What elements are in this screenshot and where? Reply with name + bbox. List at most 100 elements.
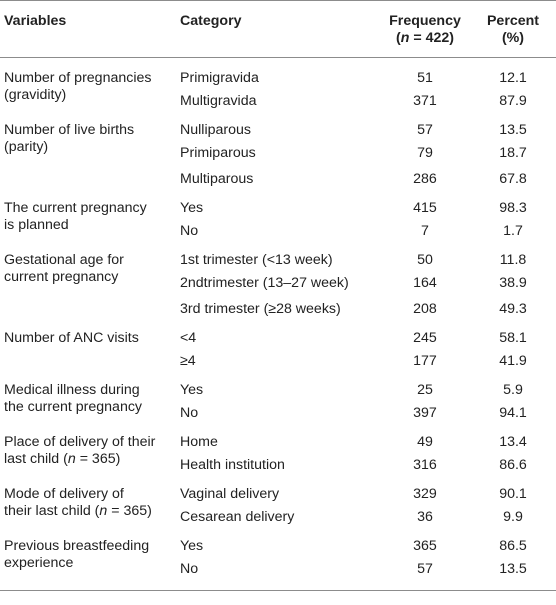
- frequency-cell: 51: [417, 70, 433, 86]
- category-cell: 1st trimester (<13 week): [180, 252, 333, 268]
- header-category: Category: [180, 13, 242, 29]
- table-row: Number of live births (parity) Nulliparou…: [0, 116, 556, 155]
- variable-line1: Medical illness during: [4, 382, 140, 398]
- variable-cell: Medical illness during the current pregna…: [0, 376, 180, 428]
- category-cell: Yes: [180, 200, 204, 216]
- frequency-cell: 286: [413, 171, 437, 187]
- frequency-cell: 329: [413, 486, 437, 502]
- percent-cell: 13.4: [499, 434, 527, 450]
- percent-cell: 67.8: [499, 171, 527, 187]
- header-frequency-line1: Frequency: [389, 13, 461, 29]
- percent-cell: 5.9: [503, 382, 523, 398]
- frequency-cell: 371: [413, 93, 437, 109]
- category-cell: Nulliparous: [180, 122, 251, 138]
- frequency-cell: 49: [417, 434, 433, 450]
- variable-line2: (gravidity): [4, 87, 67, 103]
- data-table: Variables Category Frequency (n = 422) P…: [0, 0, 556, 591]
- header-frequency-open: (: [396, 30, 401, 46]
- category-cell: Home: [180, 434, 218, 450]
- variable-line2: is planned: [4, 217, 69, 233]
- percent-cell: 38.9: [499, 275, 527, 291]
- variable-line2: the current pregnancy: [4, 399, 143, 415]
- table-row: Multiparous 286 67.8: [0, 168, 556, 194]
- table-row: Primiparous 79 18.7: [0, 142, 556, 168]
- variable-line2: (parity): [4, 139, 49, 155]
- variable-line1: Place of delivery of their: [4, 434, 156, 450]
- category-cell: Multigravida: [180, 93, 257, 109]
- category-cell: 3rd trimester (≥28 weeks): [180, 301, 341, 317]
- header-percent-line2: (%): [501, 30, 525, 46]
- variable-line1: The current pregnancy: [4, 200, 147, 216]
- table-row: Number of ANC visits <4 245 58.1: [0, 324, 556, 350]
- variable-line2-pre: last child (: [4, 451, 68, 467]
- table-row: Number of pregnancies (gravidity) Primigr…: [0, 58, 556, 103]
- frequency-cell: 25: [417, 382, 433, 398]
- category-cell: Primiparous: [180, 145, 256, 161]
- frequency-cell: 79: [417, 145, 433, 161]
- variable-cell: Previous breastfeeding experience: [0, 532, 180, 591]
- variable-line2: current pregnancy: [4, 269, 119, 285]
- variable-line2-post: = 365): [75, 451, 121, 467]
- frequency-cell: 57: [417, 122, 433, 138]
- table-row: Mode of delivery of their last child (n =…: [0, 480, 556, 519]
- table-header-row: Variables Category Frequency (n = 422) P…: [0, 0, 556, 58]
- frequency-cell: 245: [413, 330, 437, 346]
- frequency-cell: 7: [421, 223, 429, 239]
- variable-line1: Previous breastfeeding: [4, 538, 150, 554]
- table-row: ≥4 177 41.9: [0, 350, 556, 376]
- frequency-cell: 365: [413, 538, 437, 554]
- percent-cell: 86.5: [499, 538, 527, 554]
- percent-cell: 9.9: [503, 509, 523, 525]
- category-cell: No: [180, 223, 199, 239]
- table-row: Gestational age for current pregnancy 1st…: [0, 246, 556, 285]
- table-body: Number of pregnancies (gravidity) Primigr…: [0, 58, 556, 591]
- percent-cell: 13.5: [499, 561, 527, 577]
- table-row: Previous breastfeeding experience Yes 365…: [0, 532, 556, 571]
- table-row: The current pregnancy is planned Yes 415 …: [0, 194, 556, 233]
- category-cell: <4: [180, 330, 197, 346]
- frequency-cell: 397: [413, 405, 437, 421]
- percent-cell: 94.1: [499, 405, 527, 421]
- table-row: Multigravida 371 87.9: [0, 90, 556, 116]
- table-row: 3rd trimester (≥28 weeks) 208 49.3: [0, 298, 556, 324]
- table-row: Cesarean delivery 36 9.9: [0, 506, 556, 532]
- variable-line1: Number of ANC visits: [4, 330, 139, 346]
- header-percent-line1: Percent: [486, 13, 540, 29]
- frequency-cell: 57: [417, 561, 433, 577]
- frequency-cell: 208: [413, 301, 437, 317]
- header-frequency-n: n: [400, 30, 410, 46]
- frequency-cell: 177: [413, 353, 437, 369]
- header-percent: Percent (%): [470, 1, 556, 58]
- variable-line2-post: = 365): [107, 503, 152, 519]
- percent-cell: 90.1: [499, 486, 527, 502]
- variable-cell: The current pregnancy is planned: [0, 194, 180, 246]
- percent-cell: 12.1: [499, 70, 527, 86]
- variable-line2-n: n: [99, 503, 108, 519]
- category-cell: No: [180, 561, 199, 577]
- category-cell: Cesarean delivery: [180, 509, 295, 525]
- table-row: No 397 94.1: [0, 402, 556, 428]
- variable-line2: experience: [4, 555, 74, 571]
- header-frequency: Frequency (n = 422): [380, 1, 470, 58]
- category-cell: Health institution: [180, 457, 285, 473]
- category-cell: No: [180, 405, 199, 421]
- variable-cell: Mode of delivery of their last child (n =…: [0, 480, 180, 532]
- frequency-cell: 316: [413, 457, 437, 473]
- percent-cell: 1.7: [503, 223, 523, 239]
- frequency-cell: 36: [417, 509, 433, 525]
- variable-line1: Number of live births: [4, 122, 135, 138]
- category-cell: ≥4: [180, 353, 196, 369]
- percent-cell: 11.8: [499, 252, 527, 268]
- table-row: Medical illness during the current pregna…: [0, 376, 556, 415]
- percent-cell: 87.9: [499, 93, 527, 109]
- variable-cell: Gestational age for current pregnancy: [0, 246, 180, 324]
- percent-cell: 18.7: [499, 145, 527, 161]
- variable-cell: Number of ANC visits: [0, 324, 180, 376]
- variable-line1: Number of pregnancies: [4, 70, 152, 86]
- variable-cell: Place of delivery of their last child (n …: [0, 428, 180, 480]
- percent-cell: 98.3: [499, 200, 527, 216]
- variable-cell: Number of pregnancies (gravidity): [0, 58, 180, 117]
- category-cell: 2ndtrimester (13–27 week): [180, 275, 349, 291]
- frequency-cell: 415: [413, 200, 437, 216]
